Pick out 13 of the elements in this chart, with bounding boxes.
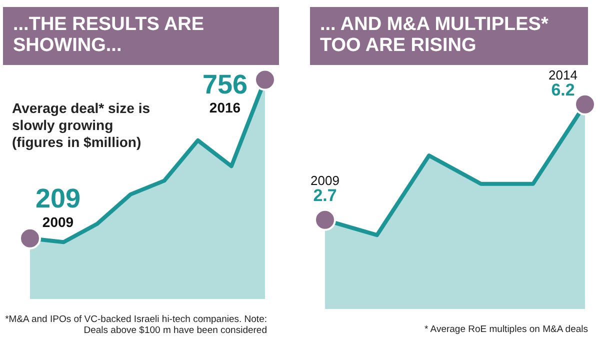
data-label: 6.2 [551,80,575,100]
annotation: 2016 [209,100,241,116]
text: * Average RoE multiples on M&A deals [423,324,588,335]
data-label: 756 [202,70,248,100]
data-label: 209 [35,183,81,214]
annotation: 2009 [310,172,340,188]
chart-title: ...THE RESULTS ARE SHOWING... [3,7,279,65]
annotation: 2009 [42,214,74,230]
text: Average deal* size is slowly growing (figures in $million) [12,100,152,151]
chart-title: ... AND M&A MULTIPLES* TOO ARE RISING [310,7,588,65]
data-label: 2.7 [313,186,337,206]
text: 2014 [548,67,578,82]
text: *M&A and IPOs of VC-backed Israeli hi-tech companies. Note: Deals above $100 m have been considered [5,314,267,336]
